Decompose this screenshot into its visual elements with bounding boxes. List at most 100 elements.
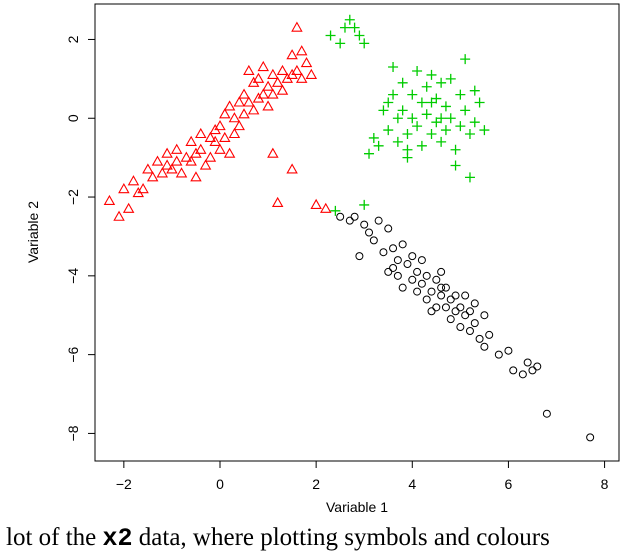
triangle-point — [156, 167, 169, 178]
triangle-point — [267, 88, 279, 99]
plus-point — [383, 125, 394, 136]
circle-point — [384, 267, 393, 276]
plus-point — [426, 129, 437, 140]
triangle-point — [209, 135, 221, 146]
triangle-point — [257, 60, 269, 72]
triangle-point — [267, 147, 279, 158]
circle-point — [456, 323, 465, 332]
triangle-point — [243, 64, 255, 76]
circle-point — [485, 330, 494, 339]
circle-point — [504, 346, 513, 355]
triangle-point — [223, 100, 236, 111]
triangle-point — [137, 183, 149, 194]
triangle-point — [185, 155, 197, 166]
plus-point — [450, 160, 461, 171]
triangle-point — [286, 163, 298, 174]
y-tick-label: −8 — [65, 425, 81, 441]
triangle-point — [175, 167, 188, 178]
circle-point — [475, 334, 484, 343]
plus-point — [440, 125, 451, 136]
triangle-point — [320, 202, 332, 213]
plus-point — [450, 144, 461, 155]
plot-frame — [94, 3, 620, 462]
circle-point — [355, 252, 364, 261]
triangle-point — [247, 104, 260, 115]
plus-point — [335, 38, 346, 49]
triangle-point — [214, 120, 226, 131]
triangle-point — [276, 84, 289, 95]
triangle-point — [252, 72, 265, 83]
triangle-point — [291, 64, 303, 76]
triangle-point — [233, 120, 245, 131]
plus-point — [469, 85, 480, 96]
circle-point — [586, 433, 595, 442]
triangle-point — [180, 151, 193, 162]
y-tick-label: −6 — [65, 346, 81, 362]
circle-point — [422, 295, 431, 304]
y-tick-label: −2 — [65, 189, 81, 205]
plus-point — [397, 105, 408, 116]
plus-point — [479, 125, 490, 136]
triangle-point — [195, 143, 207, 154]
triangle-point — [118, 183, 130, 194]
y-tick-label: −4 — [65, 268, 81, 284]
triangle-point — [271, 196, 284, 208]
circle-point — [456, 303, 465, 312]
circle-point — [369, 236, 378, 245]
circle-point — [417, 279, 426, 288]
plus-point — [397, 77, 408, 88]
circle-point — [398, 240, 407, 249]
triangle-point — [233, 96, 245, 107]
circle-point — [336, 212, 345, 221]
plus-point — [445, 113, 456, 124]
triangle-point — [291, 21, 303, 32]
y-tick-label: 2 — [65, 35, 81, 43]
triangle-point — [238, 108, 250, 119]
plus-point — [464, 172, 475, 183]
triangle-point — [276, 64, 289, 76]
plus-point — [339, 22, 350, 33]
triangle-point — [295, 45, 308, 56]
data-points — [103, 14, 595, 442]
circle-point — [494, 350, 503, 359]
caption-before: lot of the — [6, 524, 103, 551]
circle-point — [345, 216, 354, 225]
plus-point — [464, 129, 475, 140]
triangle-point — [190, 171, 202, 182]
triangle-point — [204, 131, 217, 142]
triangle-point — [286, 49, 298, 60]
plus-point — [373, 140, 384, 151]
plus-point — [416, 140, 427, 151]
triangle-point — [204, 151, 217, 162]
triangle-point — [127, 175, 140, 186]
plus-point — [426, 97, 437, 108]
circle-point — [470, 319, 479, 328]
plus-point — [354, 30, 365, 41]
circle-point — [408, 252, 417, 261]
plus-point — [445, 73, 456, 84]
circle-point — [528, 366, 537, 375]
plus-point — [421, 109, 432, 120]
circle-point — [427, 287, 436, 296]
triangle-point — [267, 68, 279, 79]
y-axis-title: Variable 2 — [25, 201, 41, 263]
caption-code: x2 — [102, 524, 133, 553]
plus-point — [469, 117, 480, 128]
triangle-point — [271, 76, 284, 87]
triangle-point — [166, 163, 178, 174]
x-axis: −2 0 2 4 6 8 — [116, 461, 609, 492]
circle-point — [360, 220, 369, 229]
circle-point — [461, 291, 470, 300]
x-axis-title: Variable 1 — [326, 499, 388, 515]
triangle-point — [262, 100, 274, 111]
plus-point — [378, 105, 389, 116]
scatter-chart: −2 0 2 4 6 8 −8 −6 −4 −2 0 2 Variable 1 Variable 2 — [25, 3, 620, 515]
plus-point — [436, 113, 447, 124]
plus-point — [407, 89, 418, 100]
triangle-point — [238, 88, 250, 99]
circle-point — [470, 299, 479, 308]
triangle-point — [142, 163, 154, 174]
y-axis: −8 −6 −4 −2 0 2 — [65, 35, 95, 441]
circle-point — [365, 228, 374, 237]
circle-point — [446, 315, 455, 324]
